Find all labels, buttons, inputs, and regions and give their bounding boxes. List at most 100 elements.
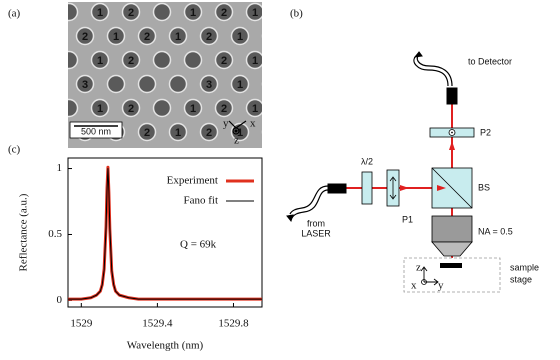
axis-label: z [416, 262, 421, 274]
label: NA = 0.5 [478, 226, 513, 236]
legend-label: Experiment [167, 175, 218, 187]
panel-label: (b) [290, 8, 303, 20]
hole [245, 50, 262, 70]
hole [152, 50, 172, 70]
objective [431, 215, 473, 243]
sem-image: 12121212121122133112121212121 500 nm y x… [46, 2, 295, 148]
hole [152, 98, 172, 118]
waveplate [361, 171, 373, 205]
arrow [286, 214, 294, 223]
hole-label: 2 [128, 55, 134, 67]
hole [245, 2, 262, 22]
panel-label: (c) [8, 144, 21, 156]
hole [199, 122, 219, 142]
hole-label: 2 [221, 7, 227, 19]
stage-axes [421, 279, 427, 285]
label: from [307, 218, 325, 228]
hole [168, 26, 188, 46]
arrow [413, 51, 423, 58]
label: BS [478, 182, 490, 192]
hole [46, 124, 63, 141]
hole [106, 26, 126, 46]
hole-label: 2 [221, 55, 227, 67]
hole [214, 50, 234, 70]
series-line [68, 165, 262, 301]
hole-label: 1 [97, 103, 103, 115]
y-axis-label: Reflectance (a.u.) [18, 193, 30, 271]
sample [440, 263, 462, 268]
axes-icon [228, 120, 247, 135]
x-tick-label: 1529 [70, 318, 93, 330]
fiber [289, 185, 329, 215]
hole-label: 1 [237, 127, 243, 139]
annotation: Q = 69k [180, 239, 217, 251]
connector [327, 183, 347, 194]
axis-label: y [438, 280, 444, 292]
hole [137, 74, 157, 94]
hole [214, 2, 234, 22]
hole [46, 76, 63, 93]
hole [261, 33, 262, 39]
axis-label: x [250, 118, 256, 130]
x-tick-label: 1529.8 [218, 318, 249, 330]
optical-setup [286, 51, 501, 293]
hole [68, 98, 79, 118]
scale-label: 500 nm [81, 126, 111, 136]
hole-label: 1 [113, 31, 119, 43]
hole [261, 81, 262, 87]
hole-label: 2 [206, 31, 212, 43]
hole [121, 2, 141, 22]
hole-label: 1 [175, 127, 181, 139]
hole-label: 2 [144, 31, 150, 43]
hole [90, 2, 110, 22]
hole [152, 2, 172, 22]
hole [106, 74, 126, 94]
hole-label: 1 [190, 103, 196, 115]
label: λ/2 [361, 156, 373, 166]
hole [230, 74, 250, 94]
hole [261, 129, 262, 135]
label: to Detector [468, 56, 512, 66]
y-tick-label: 0.5 [48, 228, 62, 240]
plot-frame [67, 157, 263, 308]
stage-axes [420, 266, 439, 286]
hole [199, 74, 219, 94]
x-axis-label: Wavelength (nm) [127, 340, 204, 352]
hole [168, 122, 188, 142]
hole-label: 2 [82, 31, 88, 43]
hole [230, 26, 250, 46]
hole-label: 1 [252, 7, 258, 19]
hole-grid: 12121212121122133112121212121 [46, 2, 295, 142]
hole-label: 1 [97, 55, 103, 67]
hole-label: 2 [128, 103, 134, 115]
hole-label: 1 [252, 103, 258, 115]
series-line [68, 168, 262, 300]
hole-label: 2 [221, 103, 227, 115]
y-tick-label: 0 [57, 294, 63, 306]
objective [431, 241, 473, 257]
hole-label: 2 [144, 127, 150, 139]
legend-label: Fano fit [183, 195, 218, 207]
hole [90, 50, 110, 70]
label: P2 [480, 127, 491, 137]
label: P1 [402, 214, 413, 224]
hole [68, 2, 79, 22]
hole-label: 1 [237, 31, 243, 43]
hole-label: 1 [97, 7, 103, 19]
axis-label: z [234, 135, 239, 147]
hole [278, 52, 295, 69]
hole [90, 98, 110, 118]
hole [199, 26, 219, 46]
hole [245, 98, 262, 118]
hole [183, 50, 203, 70]
hole [168, 74, 188, 94]
hole [46, 28, 63, 45]
hole [183, 98, 203, 118]
stage-box [403, 257, 501, 293]
hole-label: 2 [206, 127, 212, 139]
x-tick-label: 1529.4 [142, 318, 173, 330]
hole [121, 50, 141, 70]
hole [75, 26, 95, 46]
bs-diagonal [431, 167, 473, 209]
